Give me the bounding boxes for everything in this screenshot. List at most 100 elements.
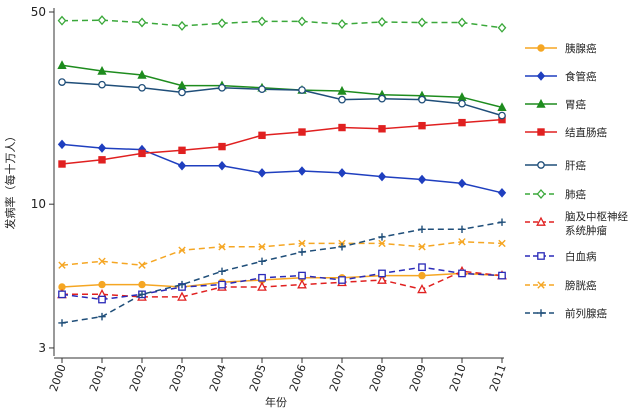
data-point [177,291,187,301]
data-point [57,15,67,26]
data-point [418,243,426,251]
data-point [138,261,146,269]
data-point [138,280,146,289]
series-3 [58,115,506,168]
data-point [257,16,267,27]
x-tick-label: 2007 [327,363,349,394]
x-tick-label: 2006 [287,363,309,394]
data-point [218,83,226,92]
data-point [298,86,306,94]
data-point [457,178,467,189]
data-point [417,283,427,294]
data-point [498,111,506,120]
data-point [378,125,386,133]
legend-item: 前列腺癌 [525,307,607,320]
data-point [58,319,66,327]
data-point [177,160,187,171]
data-point [217,160,227,171]
data-point [178,246,186,254]
data-point [58,78,66,86]
data-point [298,271,306,280]
data-point [137,69,147,79]
data-point [378,239,386,248]
data-point [298,248,306,256]
legend-label: 脑及中枢神经 [565,210,628,223]
data-point [258,131,266,140]
x-tick-label: 2001 [87,363,109,394]
data-point [217,18,227,29]
x-tick-label: 2009 [407,363,429,394]
y-tick-label: 10 [31,197,46,211]
legend-item: 食管癌 [525,70,597,83]
data-point [58,290,66,299]
legend-label: 食管癌 [565,70,597,83]
data-point [458,99,466,108]
data-point [418,121,426,130]
legend-swatch-marker [536,71,546,81]
data-point [258,243,266,251]
series-line [61,266,503,301]
x-tick-label: 2004 [207,363,229,394]
legend-label: 膀胱癌 [565,279,597,292]
legend-swatch-marker [537,281,545,289]
data-point [497,22,507,33]
x-tick-label: 2008 [367,363,389,394]
series-line [61,241,503,266]
data-point [338,276,346,284]
series-6 [57,265,507,301]
data-point [218,142,226,151]
data-point [57,139,67,150]
series-line [62,270,503,298]
legend-label: 胃癌 [565,98,586,111]
data-point [58,261,66,269]
series-1 [57,139,507,198]
series-0 [58,269,506,291]
series-line [61,221,503,324]
legend-swatch-marker [537,252,545,260]
data-point [218,280,226,289]
data-point [138,290,146,299]
data-point [338,243,346,251]
data-point [98,257,106,265]
legend-label: 前列腺癌 [565,307,607,320]
legend-item: 肝癌 [525,159,586,172]
legend-item: 膀胱癌 [525,279,597,292]
data-point [298,128,306,136]
legend-item: 结直肠癌 [525,126,607,139]
legend-swatch-marker [536,216,546,226]
legend-label: 结直肠癌 [565,126,607,139]
x-tick-label: 2002 [127,363,149,394]
data-point [98,280,106,289]
y-tick-label: 50 [31,5,46,19]
data-point [497,188,507,198]
legend-swatch-marker [537,309,545,317]
y-tick-label: 3 [38,341,46,355]
x-axis-title: 年份 [265,395,287,409]
legend-label: 肝癌 [565,159,586,172]
data-point [98,156,106,164]
data-point [498,271,506,280]
data-point [377,16,387,27]
legend-swatch-marker [537,44,545,52]
y-axis-title: 发病率（每十万人） [3,131,17,230]
series-5 [57,15,507,33]
x-tick-label: 2000 [47,363,69,394]
data-point [377,171,387,182]
data-point [498,239,506,248]
data-point [378,94,386,103]
x-tick-label: 2010 [447,363,469,394]
legend-label: 白血病 [565,250,597,263]
legend-item: 胃癌 [525,98,586,111]
data-point [458,269,466,278]
data-point [97,143,107,153]
data-point [138,83,146,92]
legend-item: 胰腺癌 [525,42,597,55]
legend-swatch-marker [536,189,546,199]
series-4 [58,78,506,120]
data-point [297,166,307,176]
legend-swatch-marker [536,98,546,108]
data-point [58,160,66,168]
series-line [61,118,503,165]
